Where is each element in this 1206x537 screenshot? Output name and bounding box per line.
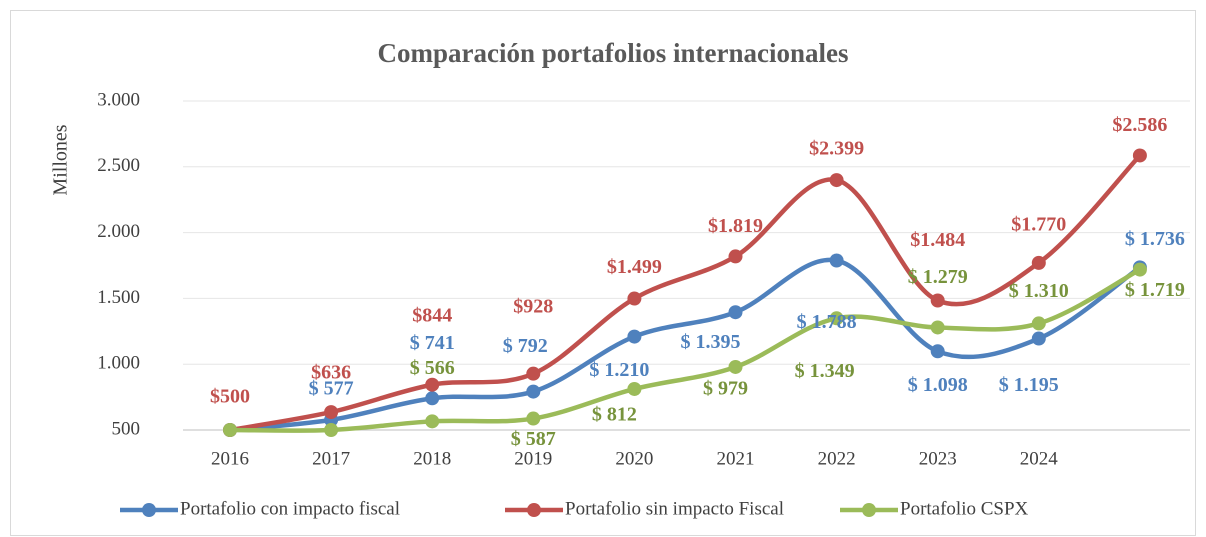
legend-marker xyxy=(142,503,156,517)
x-tick-label: 2019 xyxy=(514,448,552,469)
y-tick-label: 1.000 xyxy=(97,353,140,374)
data-label: $1.499 xyxy=(607,256,662,278)
data-point xyxy=(324,423,339,437)
data-point xyxy=(627,381,642,396)
chart-title: Comparación portafolios internacionales xyxy=(378,38,849,68)
data-label: $ 577 xyxy=(309,377,354,399)
chart-border xyxy=(10,10,1196,536)
data-point xyxy=(324,405,339,420)
data-point xyxy=(1031,255,1046,270)
y-tick-label: 2.500 xyxy=(97,155,140,176)
data-point xyxy=(728,359,743,374)
data-label: $500 xyxy=(210,386,250,408)
y-tick-label: 500 xyxy=(112,418,141,439)
data-label: $2.399 xyxy=(809,138,864,160)
data-point xyxy=(223,423,237,437)
data-label: $ 1.098 xyxy=(908,374,968,396)
data-point xyxy=(425,391,440,406)
data-point xyxy=(1031,316,1046,331)
x-tick-label: 2024 xyxy=(1020,448,1059,469)
data-label: $ 1.210 xyxy=(589,359,649,381)
data-point xyxy=(728,305,743,320)
data-point xyxy=(425,414,440,429)
data-label: $ 792 xyxy=(503,335,548,357)
data-point xyxy=(930,344,945,359)
series-line xyxy=(227,267,1143,433)
data-label: $ 741 xyxy=(410,332,455,354)
data-label: $928 xyxy=(513,295,553,317)
x-tick-label: 2022 xyxy=(818,448,856,469)
data-point xyxy=(526,411,541,426)
data-label: $636 xyxy=(311,362,351,384)
data-label: $ 1.719 xyxy=(1125,279,1185,301)
data-label: $ 587 xyxy=(511,428,556,450)
data-label: $844 xyxy=(412,304,452,326)
data-point xyxy=(526,384,541,399)
data-point xyxy=(1132,148,1147,163)
data-label: $1.819 xyxy=(708,215,763,237)
data-label: $ 1.349 xyxy=(795,360,855,382)
data-label: $ 1.395 xyxy=(681,331,741,353)
data-point xyxy=(627,329,642,344)
series-line xyxy=(227,153,1143,433)
data-label: $1.770 xyxy=(1011,213,1066,235)
data-label: $ 1.279 xyxy=(908,266,968,288)
data-point xyxy=(627,291,642,306)
data-label: $ 1.310 xyxy=(1009,280,1069,302)
legend-label: Portafolio sin impacto Fiscal xyxy=(565,498,784,519)
y-tick-label: 1.500 xyxy=(97,287,140,308)
y-axis-label: Millones xyxy=(50,124,72,195)
data-point xyxy=(1132,262,1147,277)
data-label: $ 812 xyxy=(592,404,637,426)
x-tick-label: 2021 xyxy=(717,448,755,469)
data-point xyxy=(829,253,844,268)
x-tick-label: 2016 xyxy=(211,448,249,469)
data-point xyxy=(930,293,945,308)
data-point xyxy=(829,311,844,326)
data-point xyxy=(526,366,541,381)
data-label: $ 566 xyxy=(410,357,455,379)
data-label: $ 1.788 xyxy=(797,311,857,333)
data-point xyxy=(1031,331,1046,346)
y-tick-label: 2.000 xyxy=(97,221,140,242)
legend-marker xyxy=(527,503,541,517)
data-point xyxy=(728,249,743,264)
x-tick-label: 2018 xyxy=(413,448,451,469)
data-label: $ 979 xyxy=(703,378,748,400)
y-tick-label: 3.000 xyxy=(97,89,140,110)
x-tick-label: 2017 xyxy=(312,448,350,469)
data-label: $ 1.195 xyxy=(999,374,1059,396)
data-point xyxy=(930,320,945,335)
data-point xyxy=(829,173,844,188)
data-label: $1.484 xyxy=(910,229,965,251)
x-tick-label: 2023 xyxy=(919,448,957,469)
legend-label: Portafolio con impacto fiscal xyxy=(180,498,400,519)
legend-label: Portafolio CSPX xyxy=(900,498,1029,519)
legend-marker xyxy=(862,503,876,517)
data-point xyxy=(425,377,440,392)
data-label: $ 1.736 xyxy=(1125,228,1185,250)
x-tick-label: 2020 xyxy=(615,448,653,469)
data-label: $2.586 xyxy=(1112,114,1167,136)
series-line xyxy=(227,257,1143,433)
